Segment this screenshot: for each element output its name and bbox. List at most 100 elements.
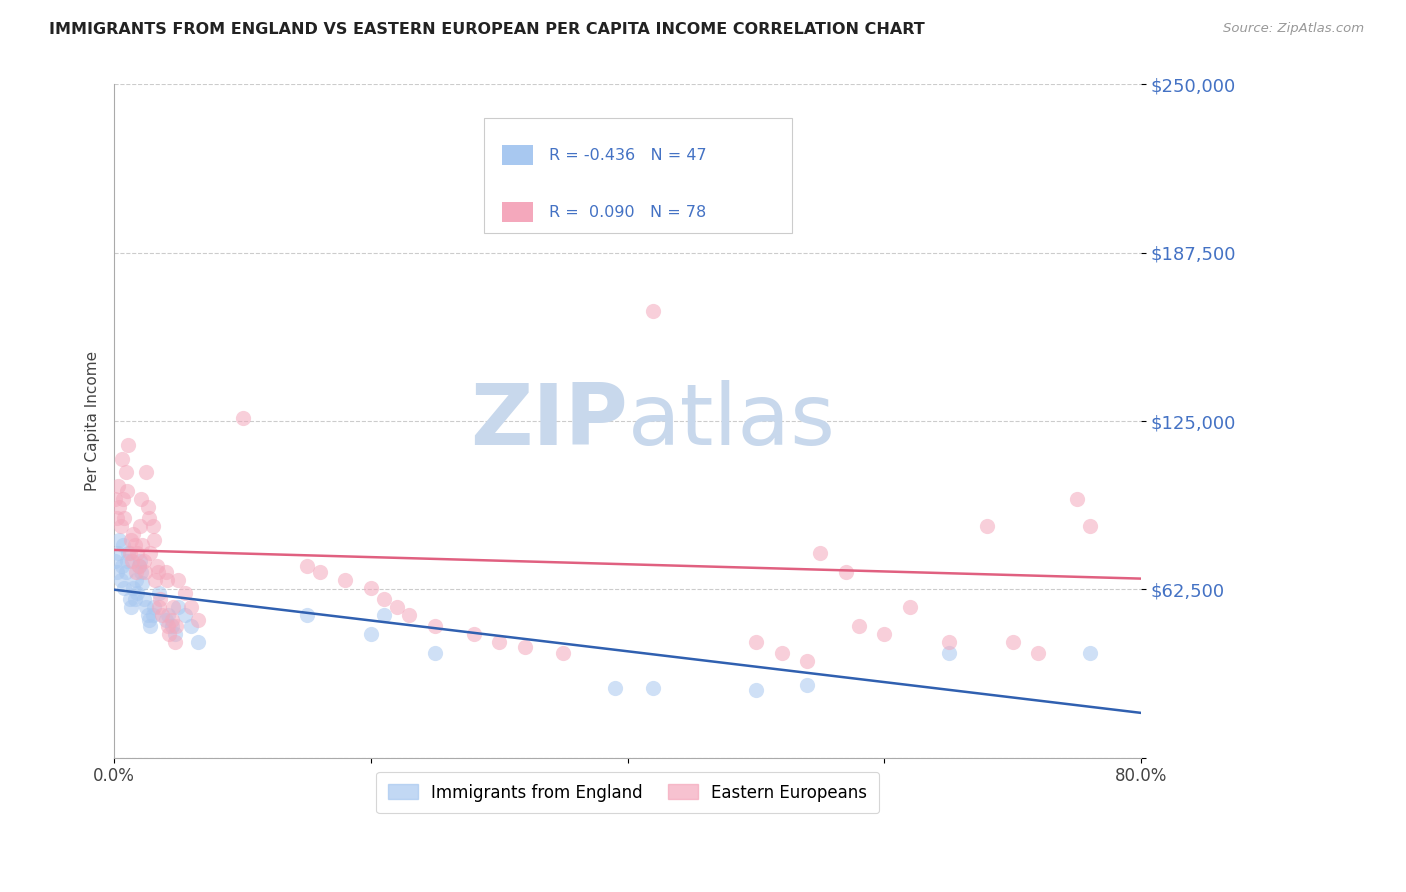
Point <box>553 646 575 660</box>
Point <box>131 538 153 552</box>
Point <box>128 559 150 574</box>
Point <box>120 533 142 547</box>
Point <box>128 519 150 533</box>
Point <box>138 511 160 525</box>
Point <box>105 511 128 525</box>
Point <box>143 533 166 547</box>
Point <box>148 599 170 614</box>
Point <box>135 465 157 479</box>
Point <box>138 613 160 627</box>
Point <box>139 618 162 632</box>
Point <box>128 554 150 568</box>
Point <box>122 527 145 541</box>
Point <box>108 533 131 547</box>
Point <box>120 599 142 614</box>
Point <box>122 581 145 595</box>
Point <box>125 573 148 587</box>
Text: ZIP: ZIP <box>470 379 627 463</box>
Point <box>143 599 166 614</box>
Point <box>295 607 318 622</box>
Point <box>145 559 167 574</box>
Point <box>423 618 446 632</box>
Point <box>136 607 159 622</box>
Point <box>423 646 446 660</box>
Point <box>360 581 382 595</box>
Point <box>938 635 960 649</box>
Point <box>835 565 858 579</box>
Point <box>148 586 170 600</box>
Point <box>108 500 131 515</box>
Text: atlas: atlas <box>627 379 835 463</box>
Point <box>146 565 169 579</box>
Point <box>104 492 127 507</box>
Point <box>1078 646 1101 660</box>
Point <box>373 607 395 622</box>
Point <box>398 607 420 622</box>
Point <box>129 565 152 579</box>
Point <box>114 565 136 579</box>
Point <box>187 635 209 649</box>
Point <box>115 484 138 499</box>
Point <box>114 581 136 595</box>
Point <box>643 681 665 695</box>
Point <box>155 613 177 627</box>
Point <box>117 438 139 452</box>
Point <box>770 646 793 660</box>
Legend: Immigrants from England, Eastern Europeans: Immigrants from England, Eastern Europea… <box>377 772 879 814</box>
Point <box>157 618 180 632</box>
Point <box>131 575 153 590</box>
Point <box>1066 492 1088 507</box>
Point <box>157 607 180 622</box>
Point <box>118 591 141 606</box>
Point <box>111 451 134 466</box>
Point <box>132 591 155 606</box>
Point <box>139 546 162 560</box>
Point <box>308 565 330 579</box>
Point <box>125 565 148 579</box>
Point <box>167 573 190 587</box>
Point <box>745 683 768 698</box>
Point <box>745 635 768 649</box>
Text: R = -0.436   N = 47: R = -0.436 N = 47 <box>548 148 706 162</box>
Point <box>129 492 152 507</box>
Point <box>110 519 132 533</box>
Text: IMMIGRANTS FROM ENGLAND VS EASTERN EUROPEAN PER CAPITA INCOME CORRELATION CHART: IMMIGRANTS FROM ENGLAND VS EASTERN EUROP… <box>49 22 925 37</box>
Point <box>121 554 143 568</box>
Point <box>111 559 134 574</box>
Point <box>848 618 870 632</box>
Point <box>616 210 638 224</box>
Point <box>142 519 165 533</box>
Point <box>135 599 157 614</box>
Point <box>143 573 166 587</box>
Point <box>112 538 135 552</box>
Point <box>173 586 195 600</box>
Point <box>127 546 149 560</box>
Text: Source: ZipAtlas.com: Source: ZipAtlas.com <box>1223 22 1364 36</box>
Point <box>165 618 187 632</box>
Point <box>104 554 127 568</box>
Bar <box>502 145 533 165</box>
Point <box>105 565 128 579</box>
Point <box>187 613 209 627</box>
Point <box>180 618 202 632</box>
Point <box>938 646 960 660</box>
Point <box>898 599 921 614</box>
Point <box>160 613 183 627</box>
Point <box>643 303 665 318</box>
Point <box>114 465 136 479</box>
Point <box>142 607 165 622</box>
Point <box>128 559 150 574</box>
Point <box>163 635 186 649</box>
Point <box>385 599 408 614</box>
Point <box>463 627 485 641</box>
Point <box>118 546 141 560</box>
Point <box>114 511 136 525</box>
Point <box>360 627 382 641</box>
Point <box>155 565 177 579</box>
Point <box>1078 519 1101 533</box>
Point <box>180 599 202 614</box>
Point <box>1001 635 1024 649</box>
Point <box>124 538 146 552</box>
Point <box>162 599 184 614</box>
Point <box>513 640 536 655</box>
